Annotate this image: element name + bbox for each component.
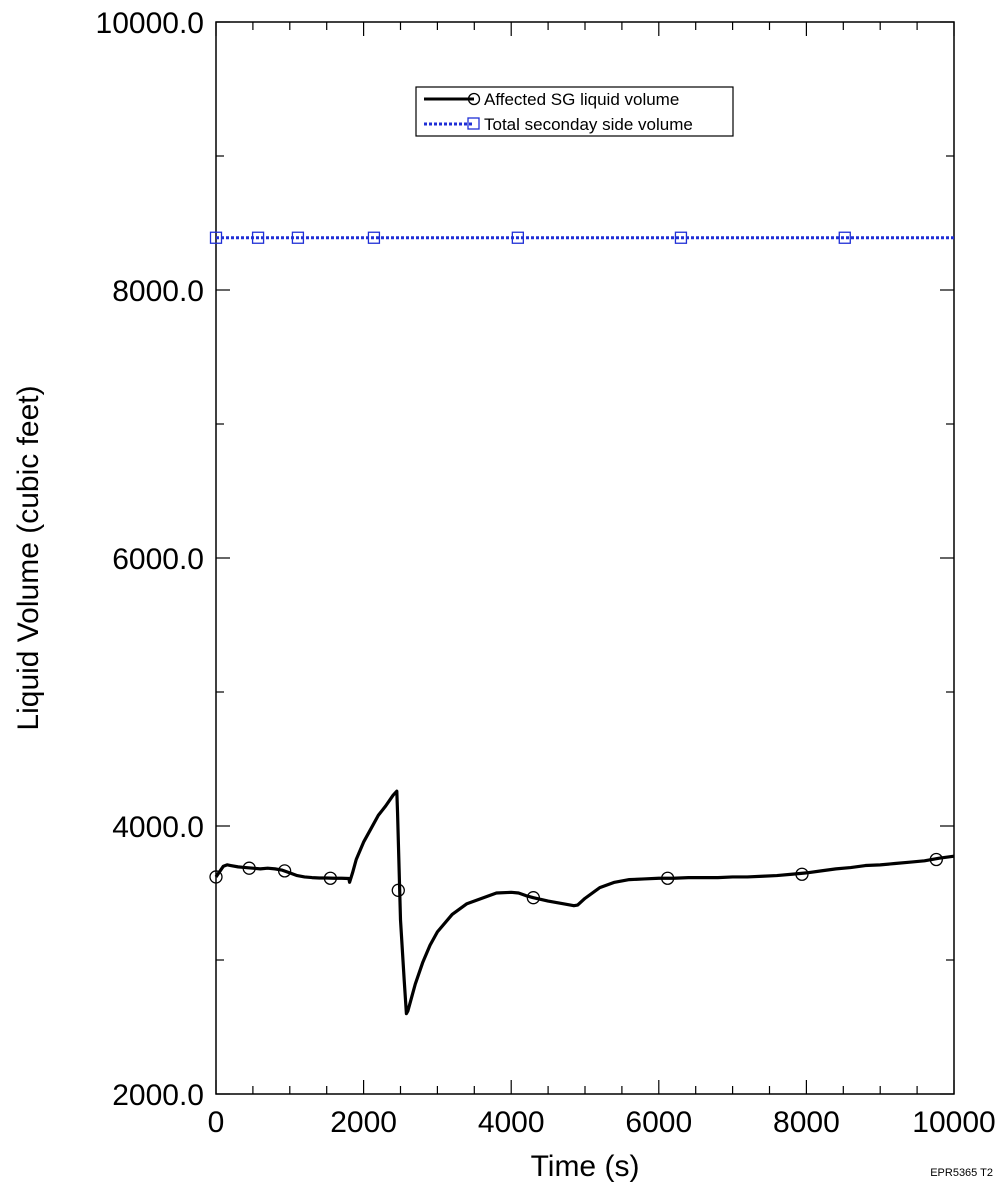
y-axis-title: Liquid Volume (cubic feet) [12,385,45,730]
legend-label-affected-sg: Affected SG liquid volume [484,90,679,109]
y-tick-label: 10000.0 [96,7,204,40]
marker-circle [209,870,223,884]
marker-circle [242,861,256,875]
x-tick-label: 8000 [773,1106,840,1139]
y-tick-label: 6000.0 [112,543,204,576]
plot-frame [215,21,955,1095]
marker-circle [526,891,540,905]
x-tick-label: 10000 [912,1106,995,1139]
legend-marker-square [467,117,480,130]
y-tick-label: 2000.0 [112,1079,204,1112]
x-axis-title: Time (s) [531,1150,640,1183]
marker-square [838,231,851,244]
series-layer [209,231,955,1016]
axis-ticks [215,21,955,1095]
marker-circle [277,864,292,878]
marker-square [674,231,688,244]
legend-box [415,86,734,137]
marker-circle [795,867,809,881]
y-tick-label: 8000.0 [112,275,204,308]
legend: Affected SG liquid volume Total seconday… [415,86,734,137]
marker-square [291,231,305,244]
x-tick-label: 4000 [478,1106,545,1139]
marker-circle [661,871,675,885]
y-tick-labels: 2000.0 4000.0 6000.0 8000.0 10000.0 [96,7,204,1112]
marker-square [367,231,381,244]
marker-square [251,231,265,244]
x-tick-labels: 0 2000 4000 6000 8000 10000 [208,1106,996,1139]
x-tick-label: 2000 [330,1106,397,1139]
y-tick-label: 4000.0 [112,811,204,844]
figure-id-label: EPR5365 T2 [930,1167,993,1179]
legend-marker-circle [467,92,481,106]
marker-square [209,231,223,244]
marker-circle [323,871,338,885]
x-tick-label: 0 [208,1106,225,1139]
legend-label-total-secondary: Total seconday side volume [484,115,693,134]
marker-circle [391,883,405,897]
series-line-affected-sg [214,789,955,1016]
marker-square [511,231,524,244]
marker-circle [929,852,943,867]
x-tick-label: 6000 [625,1106,692,1139]
